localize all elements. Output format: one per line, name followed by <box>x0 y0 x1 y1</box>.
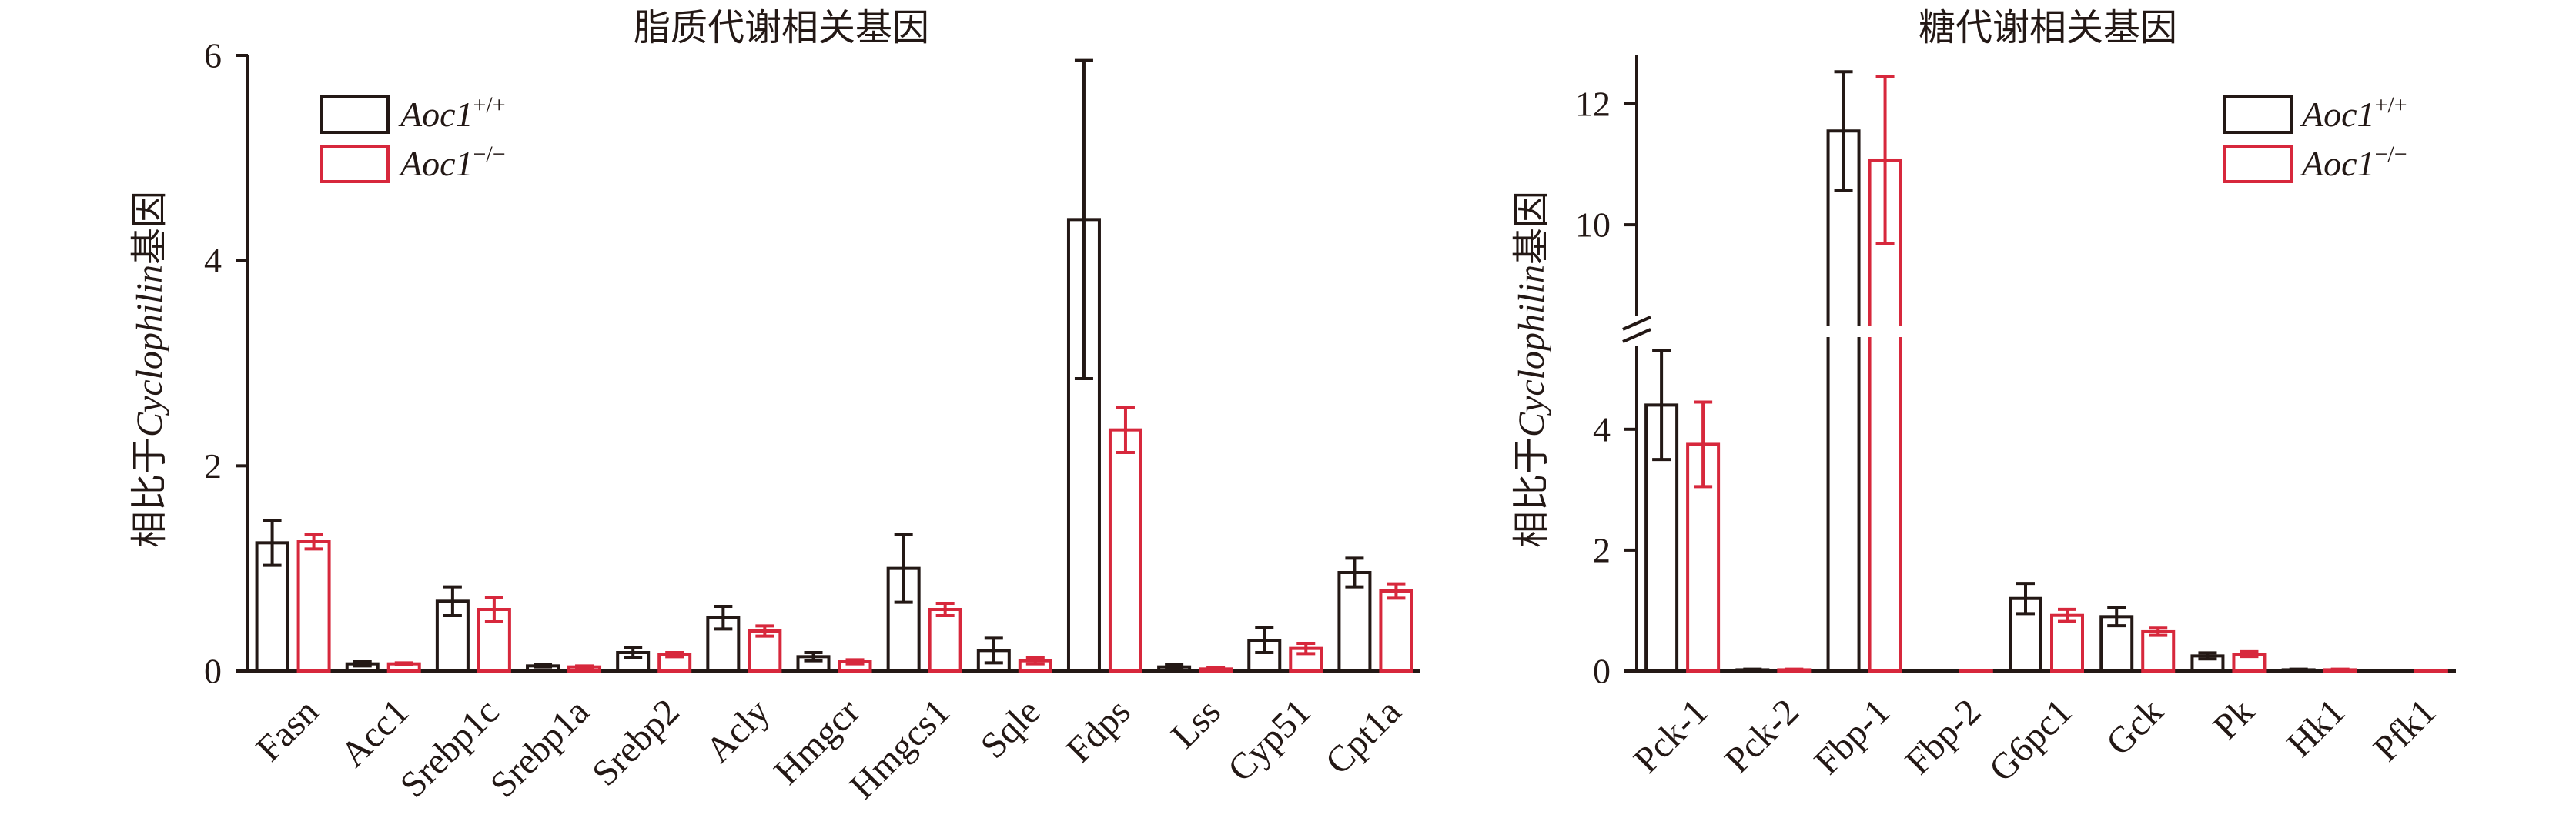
glucose-x-tick-label-g6pc1: G6pc1 <box>1982 691 2080 790</box>
y-axis-label-glucose: 相比于Cyclophilin基因 <box>1510 191 1553 548</box>
lipid-x-tick-label-sqle: Sqle <box>973 691 1049 766</box>
glucose-y-tick-label-2: 2 <box>1593 530 1611 569</box>
glucose-bar-fbp-2-wt <box>1917 669 1952 673</box>
glucose-x-tick-label-fbp-1: Fbp-1 <box>1807 691 1899 783</box>
lipid-x-tick-label-acc1: Acc1 <box>333 691 417 775</box>
lipid-y-tick-label-2: 2 <box>204 446 222 486</box>
lipid-y-tick-label-4: 4 <box>204 241 222 280</box>
glucose-bar-pfk1-ko <box>2414 669 2448 673</box>
glucose-bar-break-gap <box>1825 326 1862 337</box>
legend-swatch-ko <box>320 145 390 183</box>
legend-glucose: Aoc1+/+ Aoc1−/− <box>2223 92 2407 183</box>
lipid-x-tick-label-fasn: Fasn <box>249 691 327 770</box>
lipid-x-tick-label-hmgcs1: Hmgcs1 <box>842 691 958 807</box>
legend-label-wt: Aoc1+/+ <box>2300 92 2407 134</box>
glucose-y-tick-label-12: 12 <box>1575 84 1611 123</box>
legend-lipid: Aoc1+/+ Aoc1−/− <box>320 92 506 183</box>
legend-label-ko: Aoc1−/− <box>2300 142 2407 183</box>
lipid-y-tick-label-6: 6 <box>204 36 222 75</box>
lipid-x-tick-label-fdps: Fdps <box>1059 691 1139 771</box>
glucose-y-tick-label-10: 10 <box>1575 205 1611 245</box>
glucose-x-tick-label-hk1: Hk1 <box>2279 691 2353 765</box>
legend-swatch-wt <box>320 95 390 134</box>
lipid-bar-fasn-ko <box>296 540 331 673</box>
lipid-x-tick-label-acly: Acly <box>698 691 777 770</box>
glucose-y-tick-label-0: 0 <box>1593 652 1611 691</box>
glucose-bar-gck-ko <box>2141 629 2176 673</box>
chart-title-lipid: 脂质代谢相关基因 <box>634 6 929 49</box>
glucose-x-tick-label-gck: Gck <box>2099 691 2171 763</box>
lipid-x-tick-label-srebp2: Srebp2 <box>584 691 687 794</box>
y-axis-label-lipid: 相比于Cyclophilin基因 <box>128 191 171 548</box>
glucose-x-tick-label-pfk1: Pfk1 <box>2366 691 2444 770</box>
legend-label-ko: Aoc1−/− <box>398 142 506 183</box>
glucose-x-tick-label-fbp-2: Fbp-2 <box>1898 691 1989 783</box>
y-axis-label-suffix: 基因 <box>1510 191 1553 265</box>
lipid-bar-hmgcs1-ko <box>928 608 962 673</box>
lipid-x-tick-label-srebp1a: Srebp1a <box>483 691 597 806</box>
glucose-x-tick-label-pk: Pk <box>2206 691 2262 747</box>
lipid-x-tick-label-cpt1a: Cpt1a <box>1317 691 1409 783</box>
lipid-metabolism-chart: 脂质代谢相关基因 相比于Cyclophilin基因 Aoc1+/+ Aoc1−/… <box>128 6 1420 807</box>
lipid-x-tick-label-lss: Lss <box>1163 691 1229 756</box>
y-axis-label-suffix: 基因 <box>128 191 171 265</box>
y-axis-label-gene: Cyclophilin <box>1511 265 1552 437</box>
legend-label-wt: Aoc1+/+ <box>398 92 506 134</box>
lipid-y-tick-label-0: 0 <box>204 652 222 691</box>
lipid-x-tick-label-srebp1c: Srebp1c <box>393 691 507 806</box>
glucose-bar-fbp-2-ko <box>1959 669 1993 673</box>
lipid-x-tick-label-cyp51: Cyp51 <box>1220 691 1319 790</box>
glucose-bar-fbp-1-wt <box>1826 129 1861 673</box>
chart-title-glucose: 糖代谢相关基因 <box>1919 6 2177 49</box>
lipid-bar-cpt1a-ko <box>1379 589 1413 673</box>
glucose-y-tick-label-4: 4 <box>1593 409 1611 449</box>
lipid-bar-fdps-ko <box>1108 428 1142 673</box>
y-axis-label-prefix: 相比于 <box>1510 437 1553 548</box>
glucose-x-tick-label-pck-1: Pck-1 <box>1626 691 1716 781</box>
glucose-bar-g6pc1-ko <box>2050 613 2084 673</box>
glucose-bar-pfk1-wt <box>2372 669 2407 673</box>
glucose-axis-break-mark <box>1622 316 1651 331</box>
legend-swatch-wt <box>2223 95 2293 134</box>
glucose-x-tick-label-pck-2: Pck-2 <box>1717 691 1807 781</box>
y-axis-label-prefix: 相比于 <box>128 437 171 548</box>
glucose-bar-break-gap <box>1866 326 1904 337</box>
glucose-metabolism-chart: 糖代谢相关基因 相比于Cyclophilin基因 Aoc1+/+ Aoc1−/−… <box>1510 6 2456 790</box>
glucose-axis-break-mark <box>1622 328 1651 343</box>
legend-swatch-ko <box>2223 145 2293 183</box>
y-axis-label-gene: Cyclophilin <box>129 265 170 437</box>
